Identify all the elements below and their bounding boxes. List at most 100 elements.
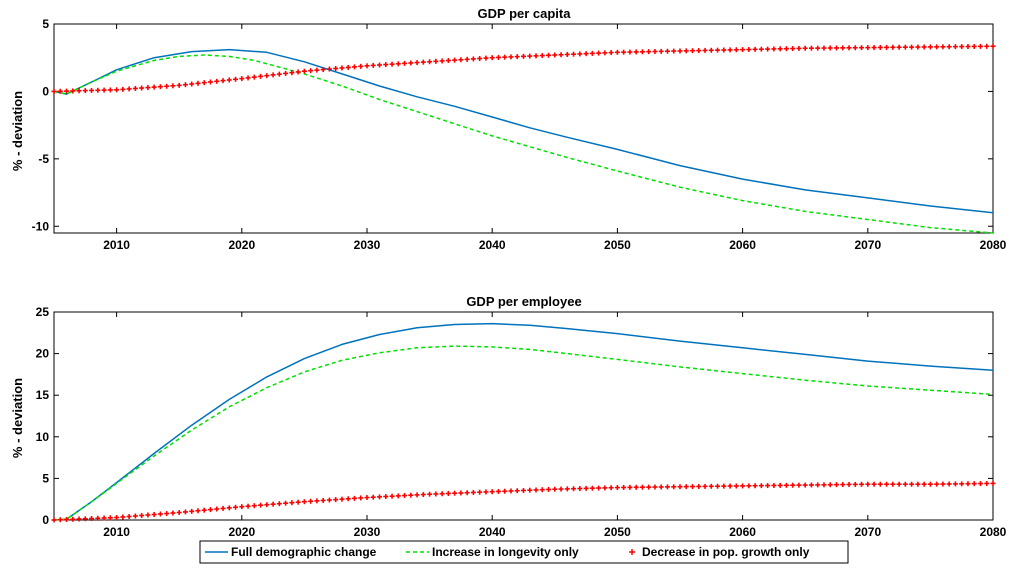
data-point-marker bbox=[840, 45, 846, 51]
data-point-marker bbox=[652, 484, 658, 490]
data-point-marker bbox=[583, 51, 589, 57]
data-point-marker bbox=[333, 65, 339, 71]
data-point-marker bbox=[151, 84, 157, 90]
data-point-marker bbox=[339, 65, 345, 71]
x-tick-label: 2030 bbox=[354, 238, 381, 252]
legend-label-popgrowth: Decrease in pop. growth only bbox=[642, 545, 810, 559]
data-point-marker bbox=[489, 489, 495, 495]
data-point-marker bbox=[577, 51, 583, 57]
data-point-marker bbox=[984, 480, 990, 486]
data-point-marker bbox=[264, 73, 270, 79]
data-point-marker bbox=[690, 484, 696, 490]
data-point-marker bbox=[314, 498, 320, 504]
x-tick-label: 2060 bbox=[729, 525, 756, 539]
data-point-marker bbox=[508, 54, 514, 60]
data-point-marker bbox=[95, 515, 101, 521]
data-point-marker bbox=[258, 73, 264, 79]
data-point-marker bbox=[639, 484, 645, 490]
data-point-marker bbox=[971, 43, 977, 49]
data-point-marker bbox=[521, 53, 526, 59]
data-point-marker bbox=[139, 85, 145, 91]
data-point-marker bbox=[439, 491, 445, 497]
data-point-marker bbox=[627, 49, 633, 55]
data-point-marker bbox=[283, 500, 289, 506]
data-point-marker bbox=[884, 44, 890, 50]
data-point-marker bbox=[546, 486, 552, 492]
data-point-marker bbox=[940, 44, 946, 50]
data-point-marker bbox=[383, 494, 389, 500]
data-point-marker bbox=[790, 46, 796, 52]
y-tick-label: 15 bbox=[36, 388, 50, 402]
data-point-marker bbox=[877, 44, 883, 50]
data-point-marker bbox=[139, 513, 145, 519]
data-point-marker bbox=[370, 62, 376, 68]
data-point-marker bbox=[333, 497, 339, 503]
data-point-marker bbox=[145, 512, 151, 518]
data-point-marker bbox=[815, 45, 821, 51]
y-tick-label: 0 bbox=[42, 84, 49, 98]
data-point-marker bbox=[715, 47, 721, 53]
x-tick-label: 2050 bbox=[604, 525, 631, 539]
series-full-change-line bbox=[53, 322, 994, 521]
data-point-marker bbox=[521, 487, 526, 493]
data-point-marker bbox=[746, 46, 752, 52]
data-point-marker bbox=[76, 88, 82, 94]
data-point-marker bbox=[765, 46, 771, 52]
data-point-marker bbox=[214, 78, 220, 84]
x-tick-label: 2040 bbox=[479, 525, 506, 539]
data-point-marker bbox=[345, 496, 351, 502]
data-point-marker bbox=[921, 481, 927, 487]
data-point-marker bbox=[107, 515, 113, 521]
y-tick-label: 5 bbox=[42, 471, 49, 485]
data-point-marker bbox=[652, 49, 658, 55]
data-point-marker bbox=[808, 482, 814, 488]
data-point-marker bbox=[909, 44, 915, 50]
data-point-marker bbox=[758, 46, 764, 52]
data-point-marker bbox=[220, 505, 226, 511]
data-point-marker bbox=[558, 52, 564, 58]
data-point-marker bbox=[170, 510, 176, 516]
data-point-marker bbox=[583, 485, 589, 491]
data-point-marker bbox=[76, 516, 82, 522]
data-point-marker bbox=[539, 53, 545, 59]
data-point-marker bbox=[214, 506, 220, 512]
data-point-marker bbox=[452, 57, 458, 63]
data-point-marker bbox=[470, 489, 476, 495]
data-point-marker bbox=[233, 504, 239, 510]
data-point-marker bbox=[771, 46, 777, 52]
data-point-marker bbox=[746, 483, 752, 489]
data-point-marker bbox=[101, 515, 107, 521]
data-point-marker bbox=[683, 484, 689, 490]
x-tick-label: 2020 bbox=[228, 238, 255, 252]
y-axis-label: % - deviation bbox=[10, 91, 25, 171]
data-point-marker bbox=[683, 48, 689, 54]
data-point-marker bbox=[965, 481, 971, 487]
data-point-marker bbox=[126, 86, 132, 92]
data-point-marker bbox=[571, 486, 577, 492]
data-point-marker bbox=[602, 485, 608, 491]
data-point-marker bbox=[301, 68, 307, 74]
legend-swatch-popgrowth bbox=[629, 549, 635, 555]
data-point-marker bbox=[495, 54, 501, 60]
data-point-marker bbox=[990, 480, 996, 486]
y-axis-label: % - deviation bbox=[10, 378, 25, 458]
data-point-marker bbox=[934, 481, 940, 487]
data-point-marker bbox=[834, 45, 839, 51]
data-point-marker bbox=[395, 493, 401, 499]
data-point-marker bbox=[552, 52, 558, 58]
data-point-marker bbox=[370, 494, 376, 500]
data-point-marker bbox=[389, 493, 395, 499]
data-point-marker bbox=[752, 46, 758, 52]
data-point-marker bbox=[189, 81, 195, 87]
data-point-marker bbox=[708, 47, 714, 53]
data-point-marker bbox=[796, 45, 802, 51]
data-point-marker bbox=[927, 44, 933, 50]
data-point-marker bbox=[727, 483, 733, 489]
data-point-marker bbox=[107, 87, 113, 93]
data-point-marker bbox=[871, 481, 877, 487]
data-point-marker bbox=[182, 509, 188, 515]
data-point-marker bbox=[120, 514, 126, 520]
data-point-marker bbox=[251, 503, 257, 509]
data-point-marker bbox=[320, 67, 326, 73]
data-point-marker bbox=[564, 486, 570, 492]
